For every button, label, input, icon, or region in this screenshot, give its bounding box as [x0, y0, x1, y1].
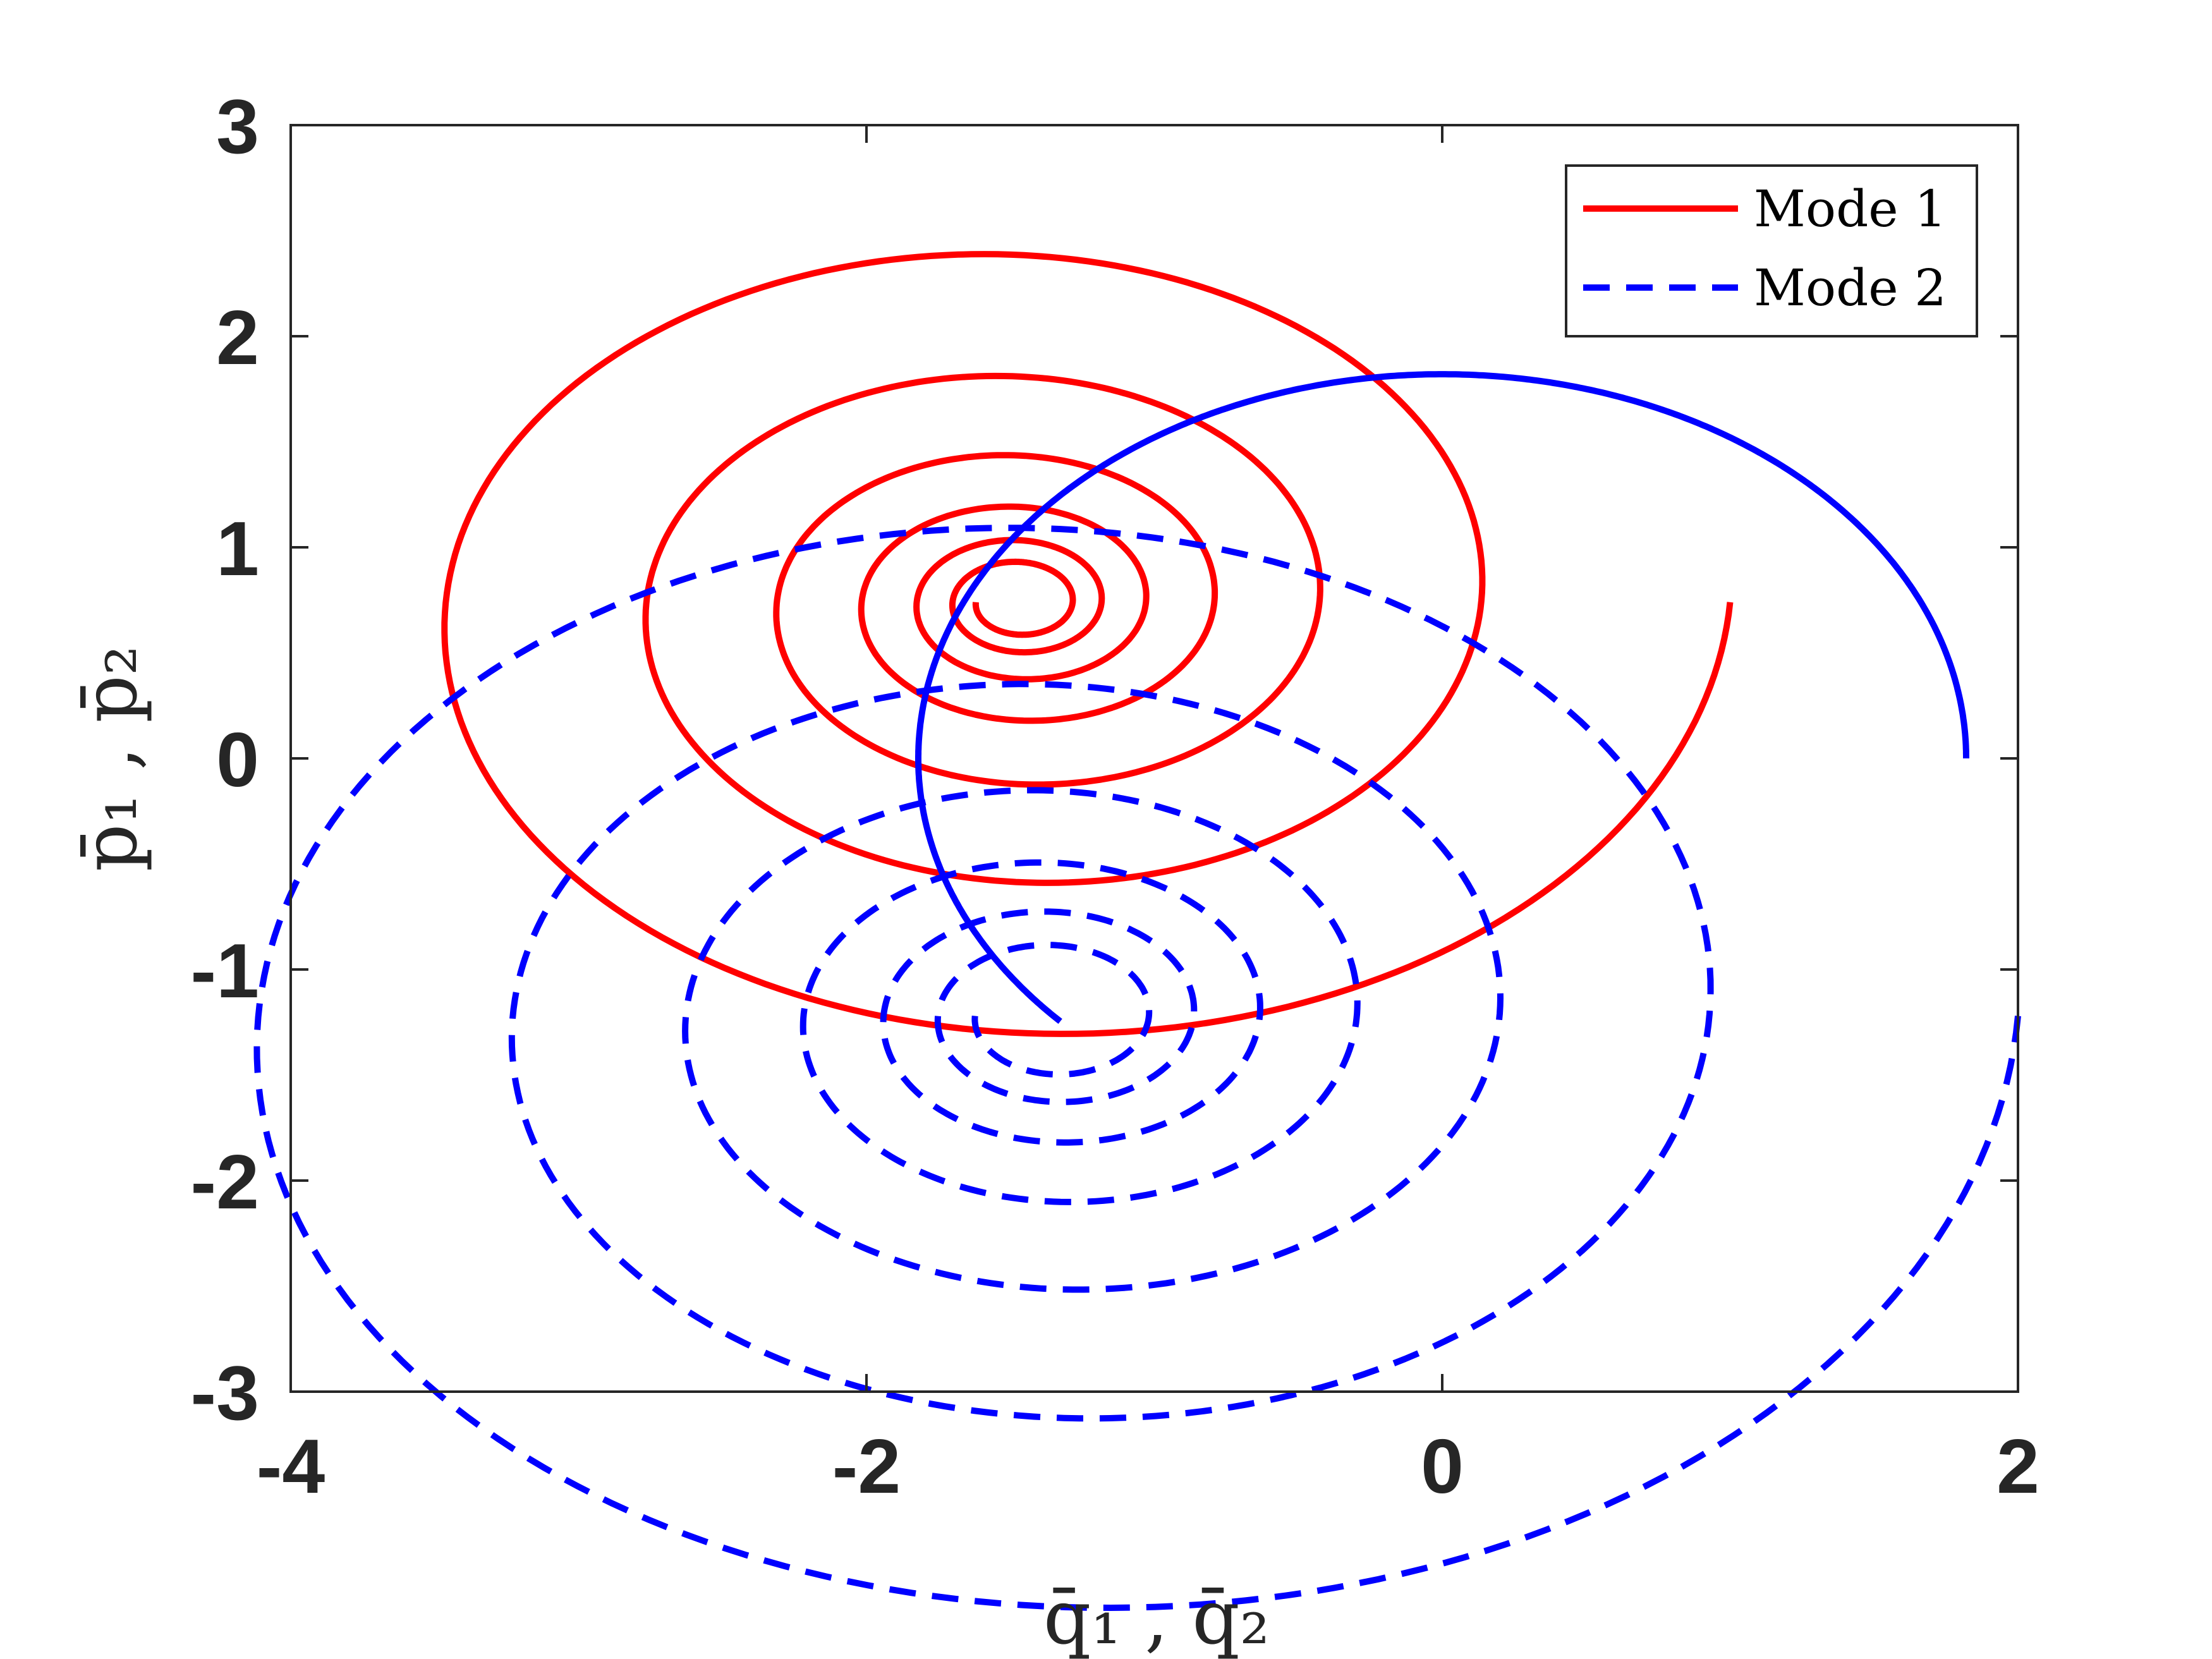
series-line-mode-1-0: [441, 251, 1734, 1037]
x-axis-label: q̄₁ , q̄₂: [1043, 1574, 1270, 1659]
ticks-layer: -4 -2 0 2 -3 -2 -1 0 1 2 3: [191, 83, 2039, 1509]
legend-label-mode-1: Mode 1: [1754, 179, 1947, 238]
x-tick-label: -2: [832, 1423, 901, 1509]
y-tick-label: -3: [191, 1350, 259, 1436]
x-tick-label: 2: [1996, 1423, 2039, 1509]
series-line-mode-2-0: [253, 525, 2021, 1611]
series-line-extra-2-0: [915, 371, 1969, 1024]
y-tick-label: 0: [216, 717, 259, 803]
y-tick-label: 3: [216, 83, 259, 169]
y-tick-label: -2: [191, 1139, 259, 1225]
series-layer: [253, 251, 2021, 1611]
y-tick-label: 1: [216, 506, 259, 592]
legend-label-mode-2: Mode 2: [1754, 258, 1947, 317]
y-axis-label: p̄₁ , p̄₂: [66, 645, 154, 872]
y-tick-label: -1: [191, 928, 259, 1014]
y-tick-label: 2: [216, 295, 259, 380]
x-tick-label: -4: [257, 1423, 325, 1509]
x-tick-label: 0: [1421, 1423, 1464, 1509]
legend: Mode 1 Mode 2: [1565, 164, 1978, 337]
legend-box: [1565, 164, 1978, 337]
